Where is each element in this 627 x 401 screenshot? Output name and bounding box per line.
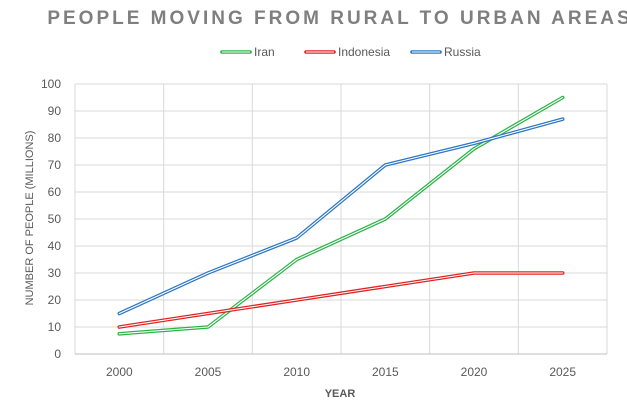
x-tick-label: 2020	[461, 365, 488, 379]
y-tick-label: 10	[48, 320, 62, 334]
grid	[74, 83, 608, 354]
y-tick-label: 80	[48, 131, 62, 145]
legend-label: Iran	[254, 45, 275, 59]
legend-label: Russia	[444, 45, 481, 59]
y-tick-label: 70	[48, 158, 62, 172]
y-tick-label: 20	[48, 293, 62, 307]
y-tick-label: 50	[48, 212, 62, 226]
legend: Iran Indonesia Russia	[220, 45, 481, 59]
series-line-core	[118, 272, 564, 328]
x-tick-label: 2015	[372, 365, 399, 379]
y-tick-label: 40	[48, 239, 62, 253]
y-tick-label: 90	[48, 104, 62, 118]
series-layer	[117, 95, 565, 336]
x-tick-label: 2025	[549, 365, 576, 379]
x-tick-label: 2010	[283, 365, 310, 379]
y-tick-label: 60	[48, 185, 62, 199]
series-indonesia-line	[117, 271, 565, 329]
y-tick-label: 100	[41, 77, 61, 91]
y-tick-label: 0	[54, 347, 61, 361]
legend-item-indonesia: Indonesia	[304, 45, 390, 59]
series-russia-line	[117, 117, 565, 316]
legend-label: Indonesia	[338, 45, 390, 59]
chart-title: PEOPLE MOVING FROM RURAL TO URBAN AREAS	[47, 8, 627, 29]
x-axis-title: YEAR	[325, 388, 356, 400]
legend-item-russia: Russia	[410, 45, 481, 59]
x-tick-label: 2005	[195, 365, 222, 379]
y-axis-title: NUMBER OF PEOPLE (MILLIONS)	[24, 131, 36, 306]
axes: 0 10 20 30 40 50 60 70 80 90 100 2000 2005 2010 2015 20…	[41, 77, 607, 379]
legend-item-iran: Iran	[220, 45, 275, 59]
series-line-core	[118, 118, 564, 315]
x-tick-label: 2000	[106, 365, 133, 379]
y-tick-label: 30	[48, 266, 62, 280]
